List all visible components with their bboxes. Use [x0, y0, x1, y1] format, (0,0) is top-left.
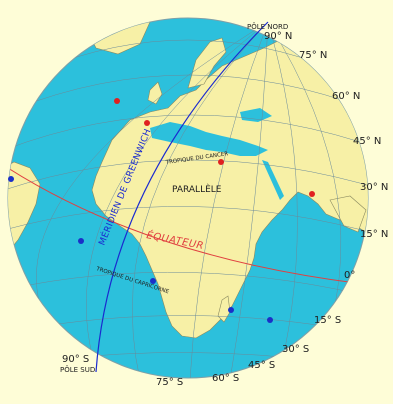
- red-sea: [262, 160, 284, 200]
- south-pole-label: PÔLE SUD: [60, 365, 95, 374]
- parallel-line: [19, 315, 361, 333]
- latitude-label: 30° S: [282, 344, 309, 355]
- equator-line: [8, 167, 365, 285]
- meridian-line: [132, 21, 269, 378]
- location-dots: [8, 98, 315, 323]
- meridian-line: [36, 21, 269, 331]
- location-dot-icon: [114, 98, 120, 104]
- south-pole-degree: 90° S: [62, 354, 89, 365]
- parallel-line: [11, 74, 368, 111]
- parallel-line: [39, 39, 337, 71]
- location-dot-icon: [267, 317, 273, 323]
- location-dot-icon: [309, 191, 315, 197]
- latitude-label: 60° S: [212, 373, 239, 384]
- parallel-line: [8, 114, 368, 151]
- location-dot-icon: [218, 159, 224, 165]
- scandinavia: [187, 37, 227, 89]
- location-dot-icon: [8, 176, 14, 182]
- meridian-line: [229, 21, 269, 378]
- latitude-label: 75° S: [156, 377, 183, 388]
- meridian-line: [86, 21, 269, 377]
- greenwich-meridian-line: [95, 21, 269, 373]
- latitude-label: 75° N: [299, 50, 327, 61]
- latitude-label: 45° S: [248, 360, 275, 371]
- eurasia-africa-landmass: [91, 35, 368, 339]
- location-dot-icon: [228, 307, 234, 313]
- madagascar: [217, 295, 231, 323]
- latitude-label: 45° N: [353, 136, 381, 147]
- north-pole-degree: 90° N: [264, 31, 292, 42]
- latitude-label: 30° N: [360, 182, 388, 193]
- meridian-line: [189, 21, 269, 378]
- parallel-line: [8, 271, 368, 301]
- latitude-label: 15° S: [314, 315, 341, 326]
- parallel-label: PARALLÈLE: [172, 183, 222, 195]
- parallel-line: [8, 159, 368, 191]
- latitude-label: 15° N: [360, 229, 388, 240]
- parallel-line: [8, 206, 368, 237]
- meridian-line: [267, 21, 298, 373]
- black-sea: [240, 108, 272, 122]
- india: [329, 195, 367, 233]
- latitude-label: 60° N: [332, 91, 360, 102]
- british-isles: [147, 81, 163, 105]
- location-dot-icon: [150, 278, 156, 284]
- north-pole-label: PÔLE NORD: [247, 22, 288, 31]
- location-dot-icon: [144, 120, 150, 126]
- location-dot-icon: [78, 238, 84, 244]
- equator-degree-label: 0°: [344, 270, 355, 281]
